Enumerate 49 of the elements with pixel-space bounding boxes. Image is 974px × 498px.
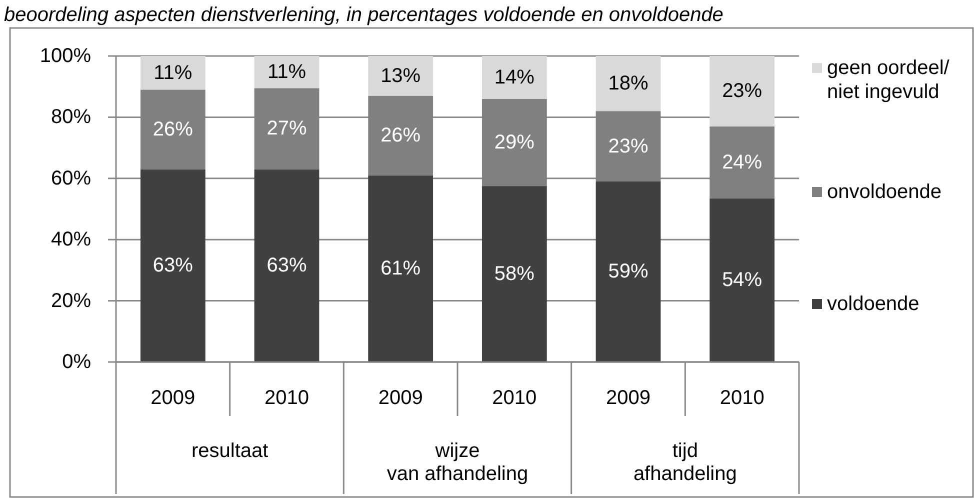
bar	[482, 56, 547, 99]
y-tick-label: 0%	[62, 351, 92, 373]
data-label: 11%	[267, 61, 306, 84]
y-tick-label: 20%	[50, 290, 92, 312]
data-label: 11%	[154, 62, 192, 84]
x-tick-label: 2009	[150, 387, 196, 409]
bar	[368, 175, 434, 362]
data-label: 23%	[722, 80, 762, 102]
data-label: 58%	[494, 263, 535, 286]
x-tick-label: 2010	[264, 387, 309, 409]
data-label: 59%	[608, 260, 648, 283]
data-label: 26%	[152, 118, 194, 140]
data-label: 61%	[380, 258, 421, 280]
legend-label: onvoldoende	[827, 181, 942, 203]
text: wijze van afhandeling	[386, 440, 528, 485]
legend-label: geen oordeel/ niet ingevuld	[827, 57, 950, 103]
y-tick-label: 60%	[50, 167, 92, 190]
data-label: 63%	[266, 254, 307, 277]
bar	[254, 169, 320, 362]
data-label: 26%	[380, 124, 421, 147]
bar	[710, 198, 775, 362]
x-tick-label: 2010	[720, 387, 764, 409]
bar	[140, 169, 206, 362]
x-tick-label: 2010	[492, 387, 537, 409]
data-label: 14%	[494, 66, 535, 88]
data-label: 63%	[152, 254, 194, 277]
data-label: 23%	[608, 135, 648, 158]
chart-title: beoordeling aspecten dienstverlening, in percentages voldoende en onvoldoende	[4, 4, 724, 26]
text: tijd afhandeling	[633, 440, 737, 485]
legend-label: voldoende	[827, 293, 920, 315]
data-label: 54%	[722, 269, 762, 292]
bar	[140, 56, 206, 90]
x-tick-label: 2009	[378, 387, 423, 409]
bar	[710, 56, 775, 126]
x-tick-label: 2009	[606, 387, 650, 409]
data-label: 24%	[722, 151, 762, 174]
bar	[596, 56, 661, 112]
bar	[482, 186, 547, 362]
text: resultaat	[191, 440, 269, 462]
y-tick-label: 100%	[40, 45, 92, 67]
data-label: 18%	[608, 72, 648, 95]
bar	[596, 181, 661, 362]
data-label: 13%	[380, 64, 421, 87]
y-tick-label: 40%	[50, 228, 92, 251]
data-label: 27%	[266, 118, 307, 140]
bar	[368, 56, 434, 96]
data-label: 29%	[494, 131, 535, 154]
bar	[254, 56, 320, 88]
y-tick-label: 80%	[50, 106, 92, 128]
